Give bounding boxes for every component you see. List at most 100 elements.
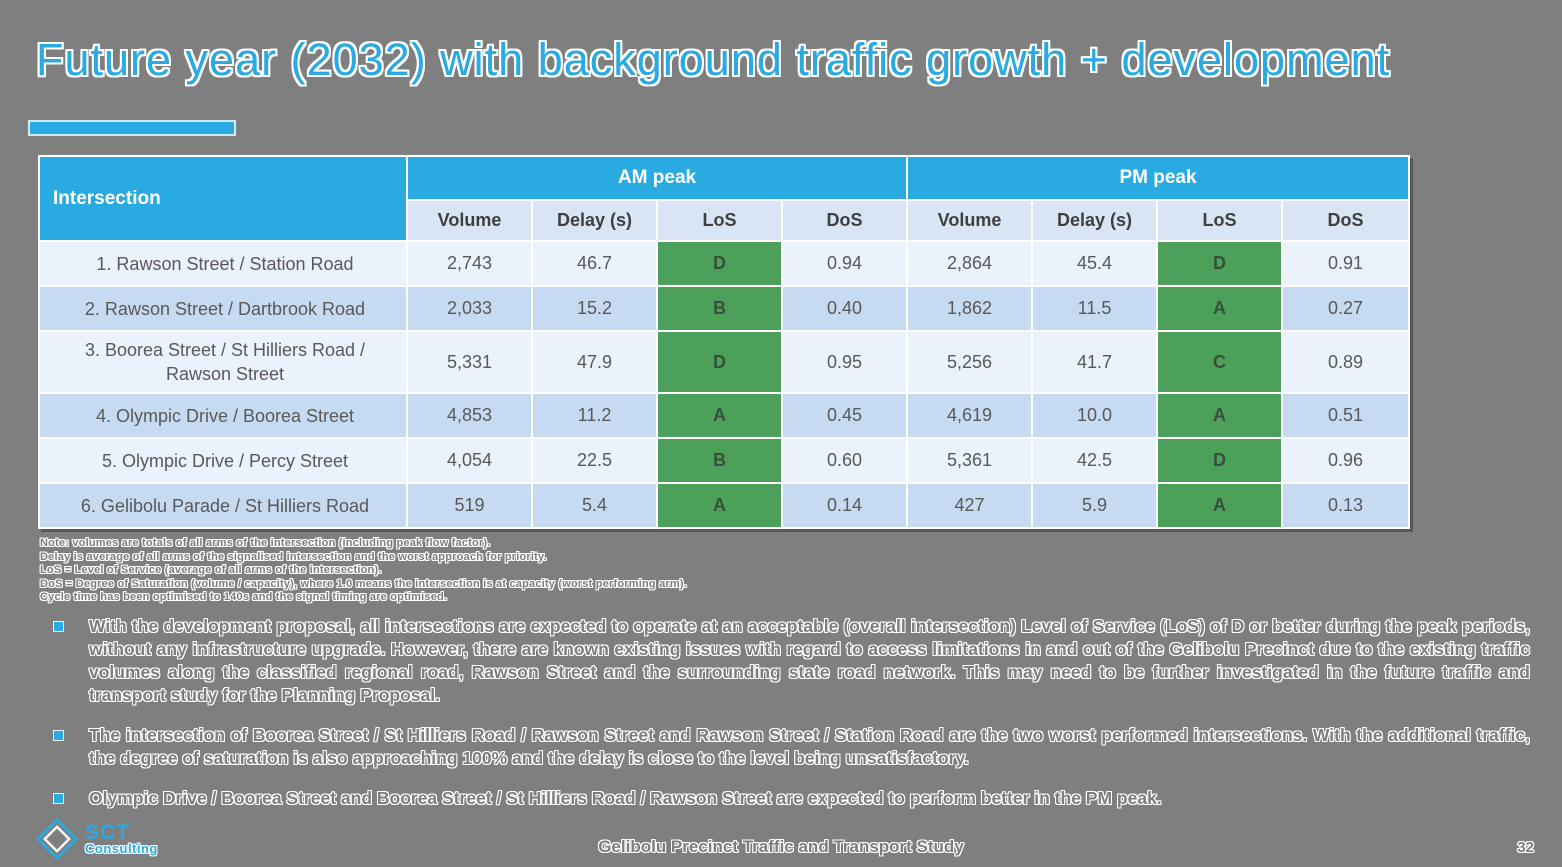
pm-delay-cell: 45.4 (1031, 240, 1159, 287)
bullet-text: Olympic Drive / Boorea Street and Boorea… (89, 788, 1162, 808)
sct-logo: SCT Consulting (34, 816, 158, 862)
pm-delay-cell: 5.9 (1031, 482, 1159, 529)
am-delay-cell: 15.2 (531, 285, 658, 332)
column-header-intersection: Intersection (38, 155, 408, 242)
table-row: 1. Rawson Street / Station Road 2,743 46… (38, 240, 1411, 287)
bullet-item: The intersection of Boorea Street / St H… (52, 724, 1530, 770)
logo-name: SCT (85, 821, 130, 844)
column-header-pm-los: LoS (1156, 199, 1284, 242)
sct-logo-text: SCT Consulting (85, 821, 158, 856)
logo-tagline: Consulting (85, 841, 158, 856)
pm-los-cell: D (1156, 437, 1284, 484)
am-delay-cell: 46.7 (531, 240, 658, 287)
am-los-cell: A (656, 482, 783, 529)
pm-los-cell: D (1156, 240, 1284, 287)
pm-dos-cell: 0.51 (1281, 392, 1411, 439)
group-header-row: Intersection AM peak PM peak (38, 155, 1411, 242)
note-line: Cycle time has been optimised to 140s an… (40, 591, 448, 603)
intersection-name-cell: 3. Boorea Street / St Hilliers Road / Ra… (38, 330, 408, 394)
column-header-am-delay: Delay (s) (531, 199, 658, 242)
am-dos-cell: 0.14 (780, 482, 909, 529)
bullet-text: With the development proposal, all inter… (89, 616, 1530, 705)
am-los-cell: A (656, 392, 783, 439)
pm-volume-cell: 2,864 (906, 240, 1034, 287)
column-header-pm-dos: DoS (1281, 199, 1411, 242)
pm-dos-cell: 0.27 (1281, 285, 1411, 332)
am-volume-cell: 2,743 (406, 240, 533, 287)
intersection-name-cell: 5. Olympic Drive / Percy Street (38, 437, 408, 484)
pm-delay-cell: 41.7 (1031, 330, 1159, 394)
bullet-marker-icon (54, 731, 63, 740)
am-dos-cell: 0.95 (780, 330, 909, 394)
am-delay-cell: 5.4 (531, 482, 658, 529)
am-volume-cell: 5,331 (406, 330, 533, 394)
intersection-name-cell: 2. Rawson Street / Dartbrook Road (38, 285, 408, 332)
bullet-text: The intersection of Boorea Street / St H… (89, 725, 1530, 768)
am-los-cell: D (656, 240, 783, 287)
am-los-cell: D (656, 330, 783, 394)
column-header-am-los: LoS (656, 199, 783, 242)
am-dos-cell: 0.45 (780, 392, 909, 439)
pm-volume-cell: 1,862 (906, 285, 1034, 332)
pm-volume-cell: 4,619 (906, 392, 1034, 439)
note-line: DoS = Degree of Saturation (volume / cap… (40, 577, 688, 590)
am-volume-cell: 2,033 (406, 285, 533, 332)
pm-los-cell: C (1156, 330, 1284, 394)
am-dos-cell: 0.60 (780, 437, 909, 484)
pm-volume-cell: 427 (906, 482, 1034, 529)
table-notes: Note: volumes are totals of all arms of … (40, 537, 1040, 605)
page-number: 32 (1517, 839, 1534, 856)
am-delay-cell: 47.9 (531, 330, 658, 394)
table-row: 3. Boorea Street / St Hilliers Road / Ra… (38, 330, 1411, 394)
bullet-item: Olympic Drive / Boorea Street and Boorea… (52, 787, 1530, 810)
pm-delay-cell: 10.0 (1031, 392, 1159, 439)
am-dos-cell: 0.94 (780, 240, 909, 287)
note-line: LoS = Level of Service (average of all a… (40, 564, 382, 576)
intersection-name-cell: 1. Rawson Street / Station Road (38, 240, 408, 287)
column-header-pm-volume: Volume (906, 199, 1034, 242)
sct-logo-diamond-icon (35, 817, 79, 861)
am-volume-cell: 519 (406, 482, 533, 529)
table-row: 4. Olympic Drive / Boorea Street 4,853 1… (38, 392, 1411, 439)
am-los-cell: B (656, 437, 783, 484)
table-row: 5. Olympic Drive / Percy Street 4,054 22… (38, 437, 1411, 484)
slide-title: Future year (2032) with background traff… (36, 34, 1391, 85)
table-row: 2. Rawson Street / Dartbrook Road 2,033 … (38, 285, 1411, 332)
bullet-marker-icon (54, 622, 63, 631)
am-volume-cell: 4,853 (406, 392, 533, 439)
intersection-name-cell: 4. Olympic Drive / Boorea Street (38, 392, 408, 439)
pm-dos-cell: 0.13 (1281, 482, 1411, 529)
am-delay-cell: 22.5 (531, 437, 658, 484)
table-row: 6. Gelibolu Parade / St Hilliers Road 51… (38, 482, 1411, 529)
intersection-name-cell: 6. Gelibolu Parade / St Hilliers Road (38, 482, 408, 529)
sub-header-row: Volume Delay (s) LoS DoS Volume Delay (s… (39, 199, 1411, 242)
pm-los-cell: A (1156, 285, 1284, 332)
title-accent-bar (28, 120, 236, 136)
column-group-am-peak: AM peak (405, 155, 909, 201)
pm-volume-cell: 5,256 (906, 330, 1034, 394)
pm-delay-cell: 11.5 (1031, 285, 1159, 332)
intersection-performance-table: Intersection AM peak PM peak Volume Dela… (38, 155, 1411, 529)
column-group-pm-peak: PM peak (906, 155, 1411, 201)
am-los-cell: B (656, 285, 783, 332)
am-volume-cell: 4,054 (406, 437, 533, 484)
am-dos-cell: 0.40 (780, 285, 909, 332)
column-header-am-volume: Volume (406, 199, 533, 242)
bullet-marker-icon (54, 794, 63, 803)
pm-dos-cell: 0.91 (1281, 240, 1411, 287)
pm-dos-cell: 0.96 (1281, 437, 1411, 484)
pm-volume-cell: 5,361 (906, 437, 1034, 484)
pm-dos-cell: 0.89 (1281, 330, 1411, 394)
column-header-pm-delay: Delay (s) (1031, 199, 1159, 242)
bullet-item: With the development proposal, all inter… (52, 615, 1530, 707)
note-line: Delay is average of all arms of the sign… (40, 550, 547, 563)
pm-los-cell: A (1156, 392, 1284, 439)
footer-title: Gelibolu Precinct Traffic and Transport … (598, 837, 964, 856)
am-delay-cell: 11.2 (531, 392, 658, 439)
bullet-list: With the development proposal, all inter… (52, 615, 1530, 827)
pm-delay-cell: 42.5 (1031, 437, 1159, 484)
pm-los-cell: A (1156, 482, 1284, 529)
note-line: Note: volumes are totals of all arms of … (40, 537, 491, 549)
column-header-am-dos: DoS (780, 199, 909, 242)
